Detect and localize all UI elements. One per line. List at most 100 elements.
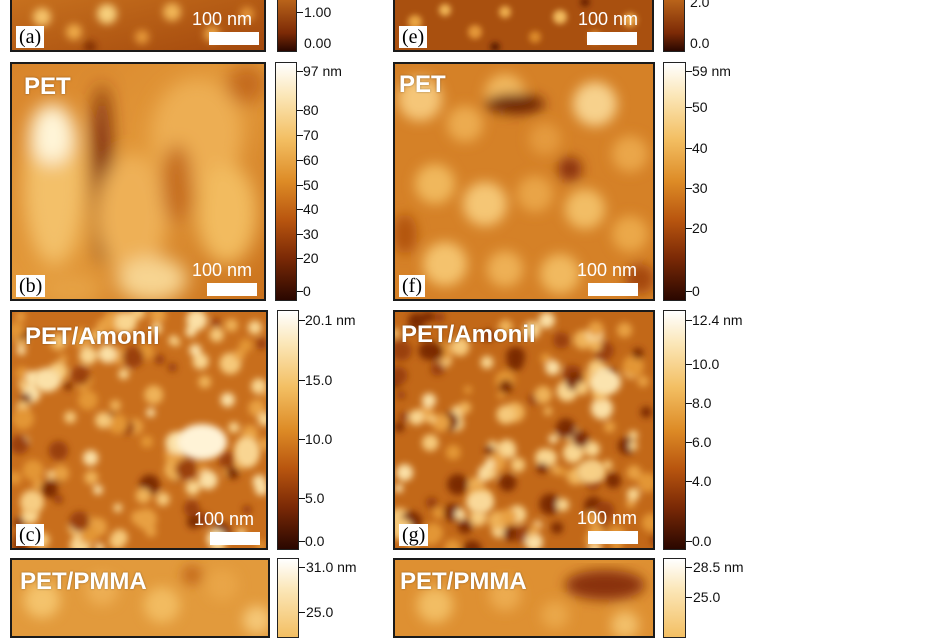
surface-grain xyxy=(584,441,600,457)
surface-grain xyxy=(594,500,615,521)
surface-grain xyxy=(556,418,576,438)
surface-grain xyxy=(445,444,461,460)
surface-grain xyxy=(154,354,165,365)
afm-image-e xyxy=(395,0,652,50)
surface-grain xyxy=(135,508,157,531)
panel-title-h: PET/PMMA xyxy=(400,568,527,595)
surface-grain xyxy=(57,335,67,345)
colorbar-tick xyxy=(686,481,692,482)
colorbar-tick xyxy=(297,185,303,186)
surface-grain xyxy=(224,318,238,332)
colorbar-tick xyxy=(686,71,692,72)
colorbar-label-a-0: 1.00 xyxy=(304,4,332,20)
surface-grain xyxy=(396,464,414,482)
colorbar-tick xyxy=(686,597,692,598)
colorbar-label-c-2: 10.0 xyxy=(305,431,333,447)
colorbar-tick xyxy=(297,258,303,259)
surface-grain xyxy=(500,508,517,526)
surface-grain xyxy=(140,435,153,448)
surface-grain xyxy=(480,356,494,369)
colorbar-tick xyxy=(299,612,305,613)
surface-grain xyxy=(257,412,266,427)
surface-grain xyxy=(12,435,29,455)
panel-label-g: (g) xyxy=(399,524,429,546)
surface-grain xyxy=(59,354,68,363)
colorbar-tick xyxy=(299,567,305,568)
afm-image-a xyxy=(12,0,264,50)
surface-grain xyxy=(109,399,121,411)
colorbar-tick xyxy=(686,188,692,189)
surface-grain xyxy=(109,532,126,548)
colorbar-g xyxy=(663,310,686,550)
surface-grain xyxy=(95,543,105,548)
surface-grain xyxy=(458,401,471,414)
surface-grain xyxy=(481,328,495,343)
surface-grain xyxy=(498,474,517,492)
surface-grain xyxy=(95,412,112,429)
surface-grain xyxy=(12,407,34,430)
scalebar-label-g: 100 nm xyxy=(577,508,638,528)
surface-grain xyxy=(527,529,536,538)
surface-grain xyxy=(427,414,436,424)
scalebar-f xyxy=(588,283,638,296)
surface-grain xyxy=(64,382,73,391)
surface-grain xyxy=(637,472,653,493)
panel-label-a: (a) xyxy=(16,26,45,48)
colorbar-label-h-0: 28.5 nm xyxy=(693,559,744,575)
colorbar-label-g-3: 6.0 xyxy=(692,434,712,450)
afm-image-f xyxy=(395,64,653,299)
afm-panel-c: PET/Amonil 100 nm (c) xyxy=(10,310,268,550)
scalebar-c xyxy=(210,532,260,545)
surface-grain xyxy=(261,388,266,399)
surface-grain xyxy=(628,441,638,451)
colorbar-f xyxy=(663,62,686,301)
surface-grain xyxy=(432,506,445,519)
colorbar-tick xyxy=(299,498,305,499)
surface-grain xyxy=(626,487,640,501)
surface-grain xyxy=(98,344,117,364)
colorbar-label-g-4: 4.0 xyxy=(692,473,712,489)
surface-grain xyxy=(226,466,240,480)
surface-grain xyxy=(398,412,409,422)
colorbar-label-b-6: 30 xyxy=(303,226,319,242)
scalebar-label-f: 100 nm xyxy=(577,260,638,280)
surface-grain xyxy=(209,327,224,342)
surface-grain xyxy=(52,465,70,482)
surface-grain xyxy=(198,375,212,389)
colorbar-tick xyxy=(686,442,692,443)
surface-grain xyxy=(538,312,555,329)
surface-grain xyxy=(189,344,202,357)
colorbar-label-b-2: 70 xyxy=(303,127,319,143)
surface-grain xyxy=(462,540,482,548)
surface-grain xyxy=(71,328,92,349)
surface-grain xyxy=(444,539,461,548)
surface-grain xyxy=(12,471,22,485)
colorbar-label-d-1: 25.0 xyxy=(306,604,334,620)
colorbar-tick xyxy=(297,135,303,136)
surface-grain xyxy=(18,380,27,389)
surface-grain xyxy=(186,312,208,331)
surface-grain xyxy=(632,347,644,360)
surface-grain xyxy=(424,342,444,362)
surface-grain xyxy=(548,434,558,444)
surface-grain xyxy=(422,312,431,321)
colorbar-label-f-0: 59 nm xyxy=(692,63,731,79)
colorbar-label-b-3: 60 xyxy=(303,152,319,168)
surface-grain xyxy=(625,498,636,509)
surface-grain xyxy=(248,399,266,417)
panel-title-c: PET/Amonil xyxy=(25,323,160,350)
surface-grain xyxy=(186,515,201,529)
surface-grain xyxy=(71,366,91,385)
colorbar-label-c-4: 0.0 xyxy=(305,533,325,549)
colorbar-label-b-7: 20 xyxy=(303,250,319,266)
surface-grain xyxy=(617,436,636,455)
surface-grain xyxy=(510,457,526,473)
surface-grain xyxy=(408,312,426,330)
surface-grain xyxy=(637,375,649,388)
surface-grain xyxy=(16,345,26,356)
surface-grain xyxy=(220,392,235,407)
surface-grain xyxy=(575,381,589,395)
surface-grain xyxy=(69,511,90,532)
scalebar-label-a: 100 nm xyxy=(192,9,253,29)
colorbar-b xyxy=(275,62,297,301)
